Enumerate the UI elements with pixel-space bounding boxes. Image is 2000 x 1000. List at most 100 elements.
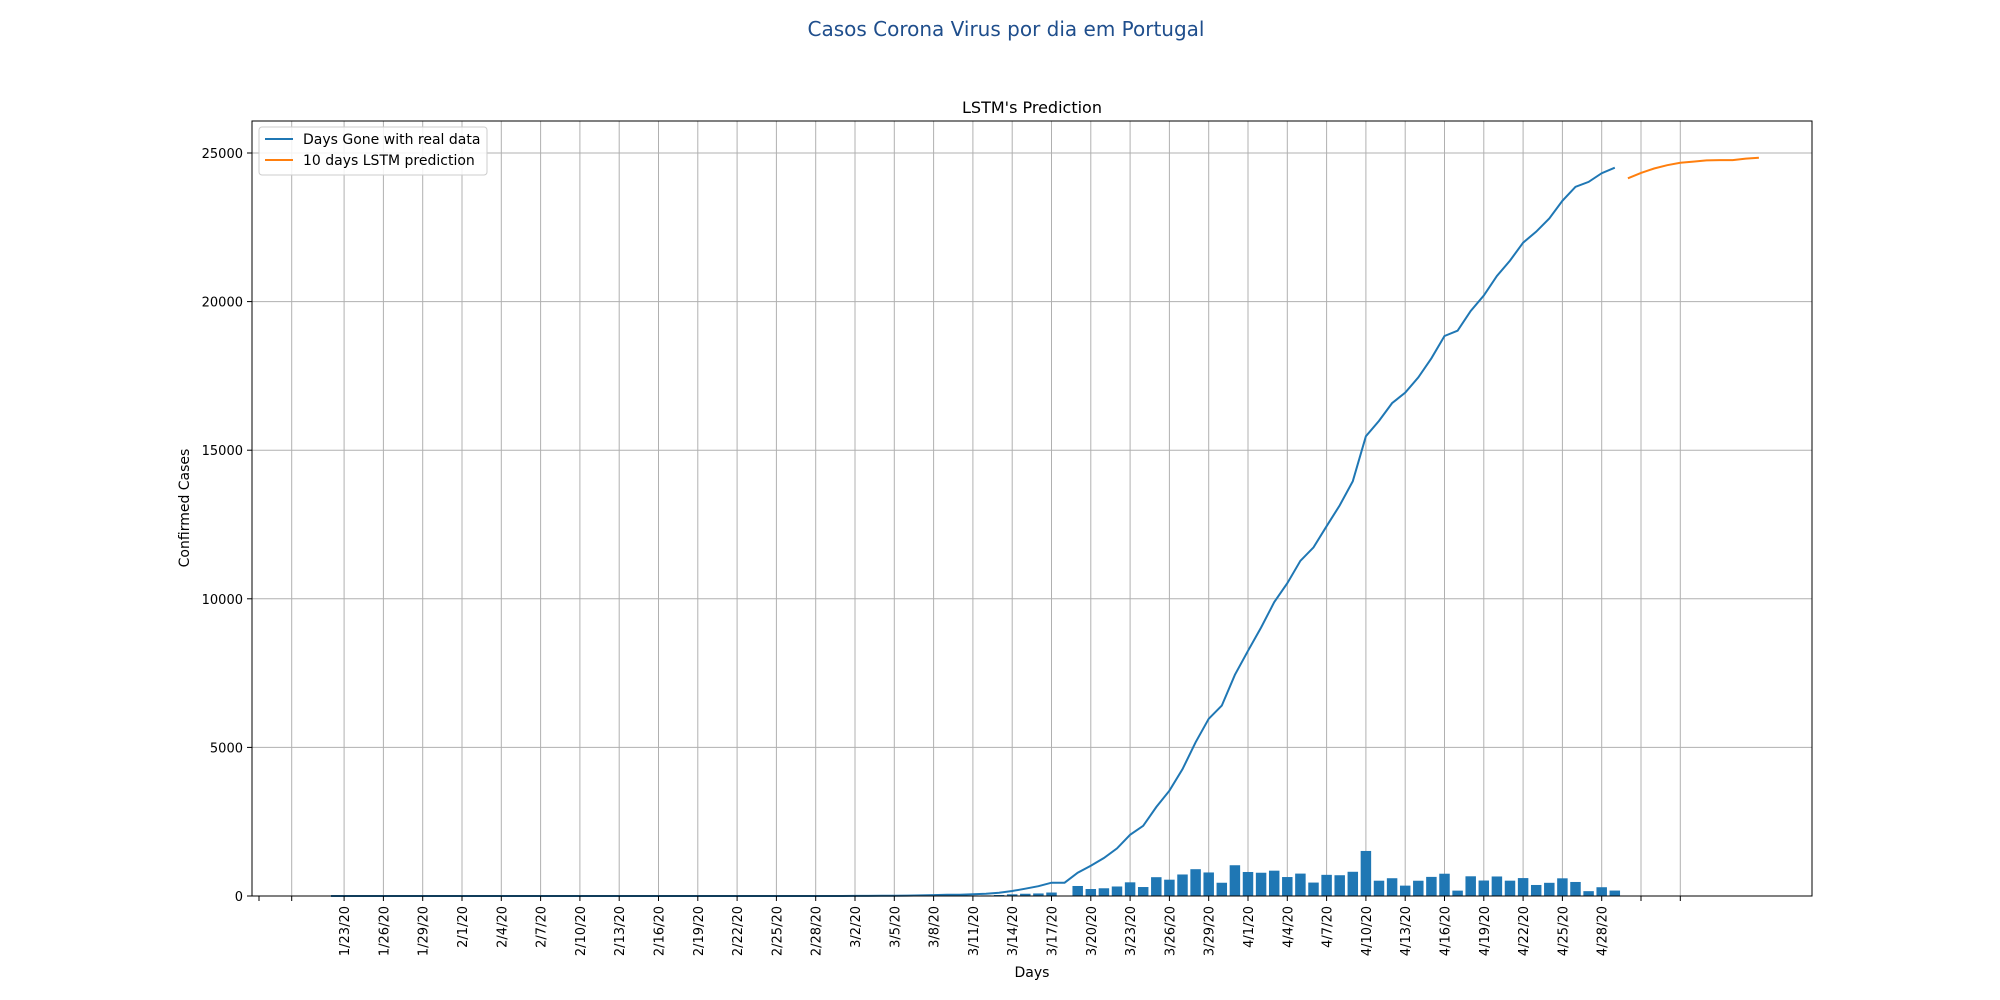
- daily-bars: [849, 850, 1621, 896]
- daily-bar: [1268, 870, 1280, 896]
- daily-bar: [1439, 873, 1450, 896]
- y-tick-label: 20000: [202, 296, 243, 311]
- x-tick-label: 1/29/20: [417, 906, 432, 956]
- x-tick-label: 4/19/20: [1478, 906, 1493, 956]
- daily-bar: [1583, 891, 1594, 896]
- y-tick-label: 5000: [210, 741, 243, 756]
- x-tick-label: 3/20/20: [1085, 906, 1100, 956]
- daily-bar: [1334, 875, 1345, 896]
- x-tick-label: 2/22/20: [731, 906, 746, 956]
- x-tick-label: 4/4/20: [1281, 906, 1296, 948]
- daily-bar: [1347, 871, 1359, 896]
- daily-bar: [1203, 872, 1214, 896]
- daily-bar: [1072, 885, 1083, 896]
- daily-bar: [1020, 893, 1031, 896]
- x-tick-label: 2/10/20: [574, 906, 589, 956]
- x-tick-label: 4/25/20: [1556, 906, 1571, 956]
- daily-bar: [1557, 878, 1568, 896]
- x-tick-label: 3/2/20: [849, 906, 864, 948]
- legend-label-real: Days Gone with real data: [303, 132, 480, 148]
- daily-bar: [1596, 887, 1607, 896]
- daily-bar: [1111, 886, 1123, 896]
- daily-bar: [1137, 887, 1149, 896]
- x-tick-label: 4/13/20: [1399, 906, 1414, 956]
- daily-bar: [1177, 874, 1188, 896]
- daily-bar: [1452, 890, 1463, 896]
- legend-label-prediction: 10 days LSTM prediction: [303, 153, 475, 169]
- x-tick-label: 4/28/20: [1596, 906, 1611, 956]
- daily-bar: [1544, 882, 1555, 896]
- y-tick-label: 15000: [202, 444, 243, 459]
- daily-bar: [1465, 876, 1476, 896]
- daily-bar: [1282, 877, 1293, 896]
- daily-bar: [1491, 876, 1503, 896]
- x-tick-label: 2/13/20: [613, 906, 628, 956]
- daily-bar: [1216, 882, 1228, 896]
- daily-bar: [993, 894, 1005, 896]
- chart-suptitle: Casos Corona Virus por dia em Portugal: [808, 17, 1205, 41]
- x-tick-label: 2/16/20: [653, 906, 668, 956]
- x-tick-label: 1/26/20: [377, 906, 392, 956]
- daily-bar: [1255, 872, 1267, 896]
- daily-bar: [1124, 882, 1136, 896]
- daily-bar: [1360, 850, 1372, 896]
- daily-bar: [1308, 882, 1319, 896]
- x-tick-label: 4/10/20: [1360, 906, 1375, 956]
- daily-bar: [1504, 880, 1516, 896]
- series-line-prediction: [1627, 156, 1759, 180]
- grid: [252, 121, 1812, 897]
- daily-bar: [1321, 874, 1332, 896]
- daily-bar: [1386, 878, 1398, 896]
- legend: Days Gone with real data 10 days LSTM pr…: [258, 126, 488, 176]
- daily-bar: [1046, 892, 1057, 896]
- daily-bar: [1426, 876, 1437, 896]
- y-axis: 0 5000 10000 15000 20000 25000: [202, 147, 252, 905]
- x-tick-label: 3/29/20: [1203, 906, 1218, 956]
- daily-bar: [1517, 878, 1529, 896]
- x-tick-label: 2/1/20: [456, 906, 471, 948]
- daily-bar: [1399, 885, 1411, 896]
- daily-bar: [1229, 865, 1241, 896]
- daily-bar: [1006, 894, 1018, 896]
- daily-bar: [1033, 893, 1044, 896]
- daily-bar: [1413, 880, 1424, 896]
- x-tick-label: 2/7/20: [535, 906, 550, 948]
- chart-title: LSTM's Prediction: [962, 98, 1102, 117]
- x-tick-label: 1/23/20: [338, 906, 353, 956]
- x-tick-label: 3/17/20: [1046, 906, 1061, 956]
- daily-bar: [1164, 879, 1175, 896]
- daily-bar: [1530, 884, 1542, 896]
- x-tick-label: 2/28/20: [810, 906, 825, 956]
- legend-box: [258, 126, 488, 176]
- daily-bar: [1295, 873, 1306, 896]
- x-tick-label: 4/1/20: [1242, 906, 1257, 948]
- y-tick-label: 0: [235, 890, 243, 905]
- x-tick-label: 2/19/20: [692, 906, 707, 956]
- daily-bar: [1609, 890, 1621, 896]
- daily-bar: [1373, 880, 1385, 896]
- x-tick-label: 4/16/20: [1439, 906, 1454, 956]
- y-axis-label: Confirmed Cases: [177, 449, 193, 568]
- x-tick-label: 2/4/20: [495, 906, 510, 948]
- series-lines: [331, 156, 1759, 897]
- x-tick-label: 4/7/20: [1321, 906, 1336, 948]
- x-tick-label: 3/8/20: [928, 906, 943, 948]
- x-tick-label: 3/23/20: [1124, 906, 1139, 956]
- y-tick-label: 10000: [202, 593, 243, 608]
- y-tick-label: 25000: [202, 147, 243, 162]
- x-tick-label: 3/11/20: [967, 906, 982, 956]
- plot-frame: [251, 120, 1813, 897]
- x-tick-label: 3/5/20: [888, 906, 903, 948]
- daily-bar: [1085, 889, 1097, 896]
- x-tick-label: 3/14/20: [1006, 906, 1021, 956]
- daily-bar: [1190, 869, 1201, 896]
- daily-bar: [1098, 888, 1110, 896]
- x-tick-label: 2/25/20: [770, 906, 785, 956]
- daily-bar: [1151, 877, 1162, 896]
- x-axis-label: Days: [1015, 965, 1050, 981]
- x-tick-label: 3/26/20: [1163, 906, 1178, 956]
- daily-bar: [1242, 871, 1254, 896]
- daily-bar: [1478, 880, 1490, 896]
- x-axis: 1/23/20 1/26/20 1/29/20 2/1/20 2/4/20 2/7/20 2…: [258, 896, 1681, 956]
